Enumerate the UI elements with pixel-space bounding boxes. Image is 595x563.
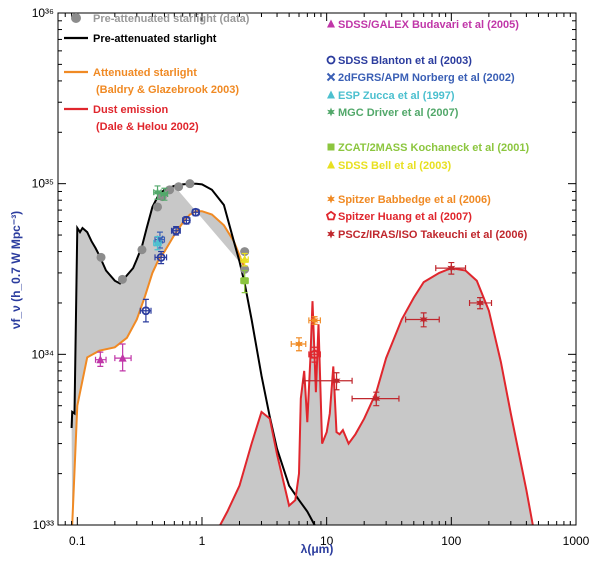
legend-marker: [327, 19, 335, 28]
gray-data-point: [153, 202, 163, 212]
x-tick-label: 0.1: [69, 534, 86, 548]
y-tick-label: 10³⁴: [32, 347, 55, 361]
x-error-bar: [302, 377, 353, 384]
gray-data-point: [137, 245, 147, 255]
gray-data-point: [185, 179, 195, 189]
legend-datasets: SDSS/GALEX Budavari et al (2005) SDSS Bla…: [325, 19, 529, 241]
data-marker: [96, 355, 105, 364]
legend-label: (Baldry & Glazebrook 2003): [96, 84, 239, 96]
data-marker: [476, 298, 484, 308]
legend-marker: [327, 143, 335, 151]
data-points: [94, 179, 493, 407]
data-marker: [309, 348, 320, 359]
legend-label: Spitzer Babbedge et al (2006): [338, 194, 491, 206]
data-marker: [153, 187, 162, 197]
data-marker: [240, 254, 249, 263]
x-tick-label: 1: [199, 534, 206, 548]
legend-marker: [327, 194, 335, 204]
data-marker: [118, 353, 127, 362]
y-tick-label: 10³⁵: [32, 177, 54, 191]
data-marker: [171, 226, 181, 236]
data-marker: [295, 339, 303, 349]
legend-label: MGC Driver et al (2007): [338, 107, 459, 119]
legend-marker: [327, 160, 335, 169]
legend-marker: [325, 210, 337, 221]
y-tick-label: 10³⁶: [32, 6, 54, 20]
data-marker: [156, 252, 166, 262]
legend-label: Attenuated starlight: [93, 67, 197, 79]
y-error-bar: [142, 298, 149, 323]
axis-ticks: 0.1 1 10 100 1000 10³³ 10³⁴ 10³⁵ 10³⁶: [32, 6, 590, 548]
x-tick-label: 1000: [563, 534, 590, 548]
data-marker: [153, 238, 162, 247]
data-marker: [141, 306, 151, 316]
legend-label: SDSS/GALEX Budavari et al (2005): [338, 19, 519, 31]
y-tick-label: 10³³: [33, 518, 54, 532]
x-tick-label: 100: [441, 534, 461, 548]
legend-models: Pre-attenuated starlight (data) Pre-atten…: [64, 13, 250, 133]
plot-frame: [57, 12, 577, 526]
legend-marker: [327, 107, 335, 117]
gray-data-point: [174, 182, 184, 192]
legend-label: SDSS Bell et al (2003): [338, 160, 451, 172]
dataset-group: [240, 269, 249, 294]
data-marker: [241, 277, 249, 285]
legend-label: 2dFGRS/APM Norberg et al (2002): [338, 72, 515, 84]
legend-label: Dust emission: [93, 104, 168, 116]
dataset-group: [94, 343, 132, 372]
x-tick-label: 10: [320, 534, 334, 548]
legend-label: (Dale & Helou 2002): [96, 121, 199, 133]
x-axis-label: λ(μm): [301, 542, 334, 556]
legend-label: Spitzer Huang et al (2007): [338, 211, 472, 223]
legend-label: SDSS Blanton et al (2003): [338, 55, 472, 67]
data-marker: [191, 207, 201, 217]
attenuated-starlight-curve: [71, 210, 246, 526]
dataset-group: [139, 207, 201, 323]
dataset-group: [240, 252, 249, 267]
gray-data-point: [240, 264, 250, 274]
dataset-group: [302, 261, 493, 407]
gray-data-point: [117, 274, 127, 284]
data-marker: [419, 314, 428, 324]
legend-marker: [327, 229, 335, 239]
legend-label: ESP Zucca et al (1997): [338, 90, 455, 102]
data-marker: [372, 394, 381, 404]
legend-label: Pre-attenuated starlight (data): [93, 13, 250, 25]
dataset-group: [153, 185, 169, 201]
data-marker: [447, 263, 456, 273]
data-marker: [310, 315, 319, 325]
y-axis-label: νf_ν (h_0.7 W Mpc⁻³): [9, 211, 23, 329]
dataset-group: [290, 315, 321, 352]
data-marker: [332, 376, 341, 386]
legend-label: Pre-attenuated starlight: [93, 33, 217, 45]
starlight-gap-fill: [71, 185, 245, 525]
legend-label: PSCz/IRAS/ISO Takeuchi et al (2006): [338, 229, 528, 241]
legend-label: ZCAT/2MASS Kochaneck et al (2001): [338, 142, 529, 154]
gray-data-point: [96, 252, 106, 262]
legend-swatch: [71, 13, 81, 23]
dataset-group: [308, 346, 321, 363]
dataset-group: [153, 235, 162, 251]
data-marker: [160, 189, 169, 199]
legend-marker: [326, 72, 336, 82]
legend-marker: [327, 90, 335, 99]
legend-marker: [326, 55, 336, 65]
data-marker: [182, 215, 191, 225]
